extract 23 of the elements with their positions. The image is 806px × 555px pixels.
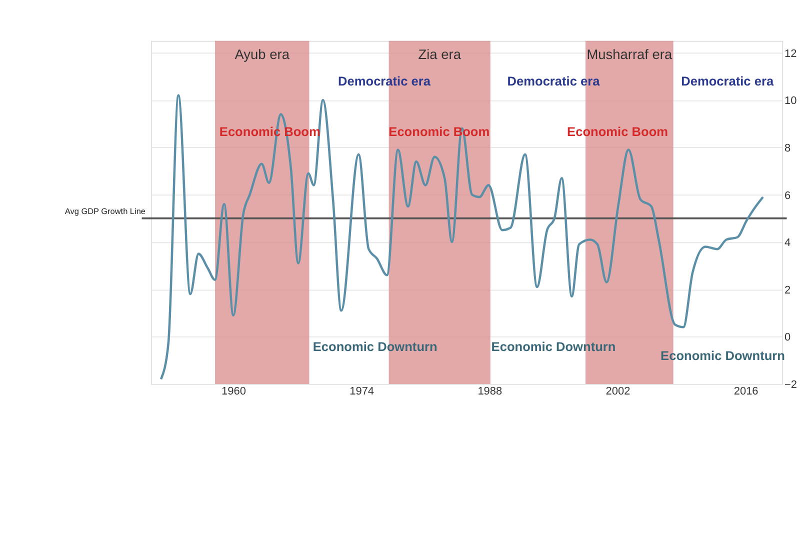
annotation: Democratic era [681, 74, 774, 89]
annotation: Democratic era [507, 74, 601, 89]
annotation: Democratic era [338, 74, 432, 89]
annotation: Economic Downturn [491, 339, 616, 354]
y-tick-label: 4 [784, 237, 791, 250]
annotation: Economic Downturn [312, 339, 438, 354]
x-tick-label: 1974 [350, 385, 374, 398]
y-tick-label: 2 [784, 284, 791, 296]
y-tick-label: 6 [784, 190, 791, 202]
y-tick-label: 12 [784, 48, 797, 60]
x-tick-label: 2002 [606, 385, 630, 398]
ref-line-label: Avg GDP Growth Line [64, 206, 146, 216]
x-tick-label: 1960 [222, 385, 246, 398]
x-tick-label: 2016 [734, 385, 758, 398]
annotation: Economic Downturn [660, 348, 786, 364]
band-label: Ayub era [234, 47, 290, 62]
x-tick-label: 1988 [478, 385, 502, 398]
y-tick-label: −2 [784, 379, 798, 392]
y-tick-label: 0 [784, 332, 791, 344]
y-tick-label: 10 [784, 95, 797, 108]
y-tick-label: 8 [784, 142, 791, 154]
band-label: Zia era [418, 47, 462, 62]
band-label: Musharraf era [586, 47, 672, 62]
